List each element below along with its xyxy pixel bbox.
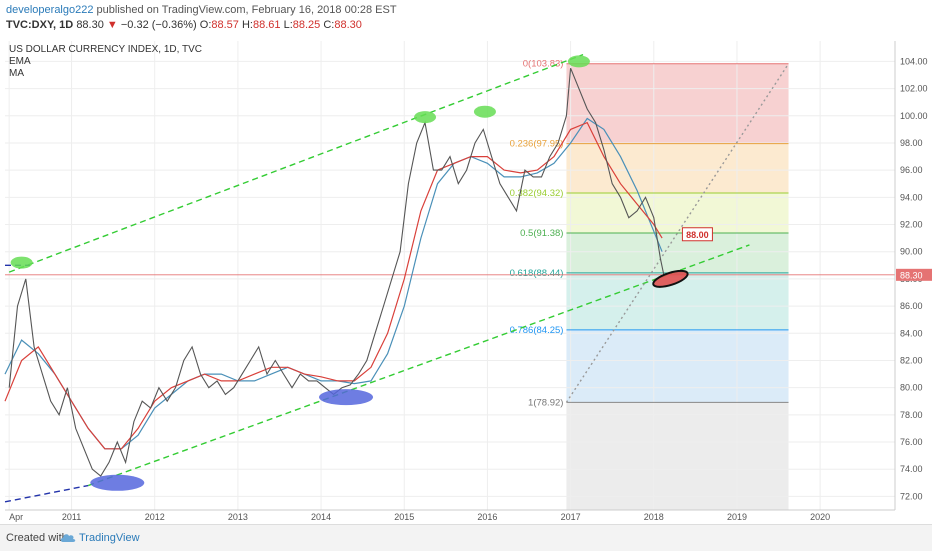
open-label: O: [199, 19, 212, 31]
published-text: published on TradingView.com, February 1… [96, 4, 397, 16]
fib-zone [566, 232, 789, 273]
price-tag-box [896, 268, 932, 281]
created-with-label: Created with [6, 532, 68, 544]
axes: 72.00 74.00 76.00 78.00 80.00 82.00 84.00 86.00… [5, 41, 932, 522]
peak-highlight [10, 256, 33, 269]
x-tick-label: 2013 [228, 512, 248, 522]
trough-highlight [90, 474, 145, 491]
indicator-ema-label: EMA [9, 56, 31, 67]
indicator-ma-label: MA [9, 68, 24, 79]
y-tick-label: 92.00 [900, 220, 923, 230]
fib-zone [566, 192, 789, 233]
y-tick-label: 100.00 [900, 111, 928, 121]
close-value: 88.30 [334, 19, 362, 31]
peak-highlight [414, 111, 437, 124]
fib-level-label: 0.5(91.38) [520, 228, 563, 239]
y-tick-label: 80.00 [900, 383, 923, 393]
y-tick-label: 98.00 [900, 138, 923, 148]
high-value: 88.61 [252, 19, 281, 31]
fib-level-label: 0.382(94.32) [510, 188, 564, 199]
last-price: 88.30 [76, 19, 104, 31]
low-label: L: [283, 19, 293, 31]
y-tick-label: 104.00 [900, 56, 928, 66]
tradingview-cloud-icon [60, 534, 76, 542]
fib-level-label: 0.236(97.95) [510, 139, 564, 150]
fib-zones [566, 63, 789, 510]
x-tick-label: 2011 [62, 512, 81, 522]
ema-line [4, 121, 663, 450]
symbol-label: TVC:DXY, 1D [6, 19, 74, 31]
y-tick-label: 78.00 [900, 410, 923, 420]
y-tick-label: 102.00 [900, 84, 928, 94]
fib-zone [566, 402, 789, 510]
x-tick-label: 2015 [394, 512, 414, 522]
x-tick-label: 2014 [311, 512, 331, 522]
y-tick-label: 74.00 [900, 464, 923, 474]
price-chart[interactable]: 0(103.83) 0.236(97.95) 0.382(94.32) 0.5(91.… [0, 36, 932, 524]
target-highlight [652, 269, 689, 288]
fib-zone [566, 329, 789, 403]
tradingview-brand-link[interactable]: TradingView [79, 532, 140, 544]
x-tick-label: 2017 [561, 512, 581, 522]
series [4, 67, 665, 477]
trendline [8, 53, 584, 273]
y-tick-label: 96.00 [900, 165, 923, 175]
y-tick-label: 76.00 [900, 437, 923, 447]
footer: Created with TradingView [0, 524, 932, 551]
fib-level-label: 0.618(88.44) [510, 268, 564, 279]
y-tick-label: 84.00 [900, 328, 923, 338]
publish-info: developeralgo222 published on TradingVie… [6, 4, 397, 16]
x-tick-label: 2020 [810, 512, 830, 522]
y-tick-label: 94.00 [900, 192, 923, 202]
close-label: C: [323, 19, 335, 31]
chart-header: developeralgo222 published on TradingVie… [0, 0, 932, 36]
high-label: H: [241, 19, 253, 31]
chart-title: US DOLLAR CURRENCY INDEX, 1D, TVC [9, 44, 202, 55]
fib-zone [566, 63, 789, 144]
price-change: −0.32 (−0.36%) [120, 19, 197, 31]
price-tag-label: 88.30 [900, 270, 923, 280]
open-value: 88.57 [211, 19, 239, 31]
price-line [8, 67, 665, 477]
x-tick-label: Apr [9, 512, 23, 522]
fib-level-label: 1(78.92) [528, 397, 563, 408]
fib-level-label: 0.786(84.25) [510, 325, 564, 336]
x-tick-label: 2012 [145, 512, 165, 522]
trendline [87, 244, 750, 487]
y-tick-label: 82.00 [900, 355, 923, 365]
x-tick-label: 2016 [477, 512, 497, 522]
down-arrow-icon: ▼ [106, 19, 118, 31]
chart-area[interactable]: 0(103.83) 0.236(97.95) 0.382(94.32) 0.5(91.… [0, 36, 932, 524]
grid [5, 41, 895, 510]
y-tick-label: 90.00 [900, 247, 923, 257]
low-value: 88.25 [292, 19, 321, 31]
fib-zone [566, 143, 789, 193]
x-tick-label: 2019 [727, 512, 747, 522]
highlights: 88.00 [10, 55, 713, 491]
fib-lines: 0(103.83) 0.236(97.95) 0.382(94.32) 0.5(91.… [5, 59, 895, 408]
y-tick-label: 72.00 [900, 491, 923, 501]
symbol-ohlc-line: TVC:DXY, 1D 88.30 ▼ −0.32 (−0.36%) O:88.… [6, 19, 362, 31]
trough-highlight [319, 389, 374, 406]
x-tick-label: 2018 [644, 512, 664, 522]
peak-highlight [567, 55, 590, 68]
y-tick-label: 86.00 [900, 301, 923, 311]
target-label-box [681, 227, 713, 242]
fib-level-label: 0(103.83) [523, 59, 564, 70]
peak-highlight [473, 105, 496, 118]
trendline [4, 484, 89, 503]
author-link[interactable]: developeralgo222 [6, 4, 94, 16]
target-label: 88.00 [686, 230, 709, 240]
